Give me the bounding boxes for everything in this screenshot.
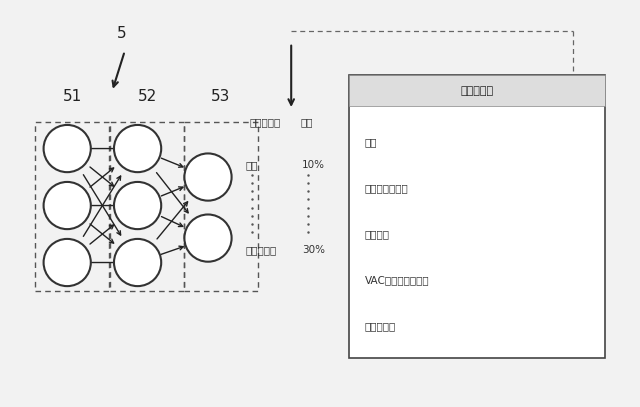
Ellipse shape: [184, 214, 232, 262]
Text: VACソレノイド故障: VACソレノイド故障: [365, 275, 429, 285]
Text: 10%: 10%: [302, 160, 325, 170]
Text: 52: 52: [138, 89, 157, 104]
Text: ウエハ反り: ウエハ反り: [365, 321, 396, 331]
Text: 確率: 確率: [301, 117, 314, 127]
Ellipse shape: [184, 153, 232, 201]
Text: 53: 53: [211, 89, 230, 104]
Bar: [35, 122, 109, 291]
Ellipse shape: [114, 182, 161, 229]
Text: ウエハ反り: ウエハ反り: [245, 245, 276, 255]
Text: 事象モード: 事象モード: [250, 117, 281, 127]
Ellipse shape: [44, 125, 91, 172]
Bar: [110, 122, 184, 291]
Ellipse shape: [114, 125, 161, 172]
Bar: [184, 122, 258, 291]
Ellipse shape: [44, 182, 91, 229]
Text: 正常: 正常: [245, 160, 258, 170]
Text: 正常: 正常: [365, 138, 378, 147]
Bar: [349, 75, 605, 358]
Text: 30%: 30%: [302, 245, 325, 255]
Text: 5: 5: [116, 26, 127, 41]
Text: 51: 51: [63, 89, 82, 104]
Text: ウエハ乗り上げ: ウエハ乗り上げ: [365, 184, 408, 193]
Bar: [349, 75, 605, 106]
Text: 熱板割れ: 熱板割れ: [365, 229, 390, 239]
Text: 事象モード: 事象モード: [460, 85, 493, 96]
Ellipse shape: [44, 239, 91, 286]
Ellipse shape: [114, 239, 161, 286]
